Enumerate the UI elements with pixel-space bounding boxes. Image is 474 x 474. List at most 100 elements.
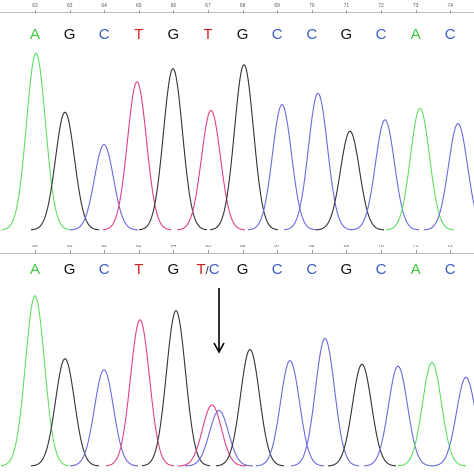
tick-mark [381,250,382,253]
tick-mark [415,10,417,13]
tick-mark [450,250,452,253]
position-label: 64 [170,245,177,249]
position-label: 61 [66,245,73,249]
base-call: G [340,261,353,278]
trace-peak-c [364,365,432,467]
base-call: T [134,261,144,278]
trace-peak-t [102,81,172,231]
tick-mark [381,10,382,13]
position-label: 71 [412,245,419,249]
base-call: C [444,26,456,43]
base-call: G [63,261,76,278]
trace-peak-c [290,337,360,467]
tick-mark [173,10,175,13]
base-call: G [236,261,249,278]
tick-mark [138,10,140,13]
base-call: A [29,26,41,43]
position-label: 62 [32,3,38,9]
base-call: G [167,261,180,278]
trace-peak-a [398,361,466,467]
position-label: 66 [239,245,246,249]
tick-mark [311,250,313,253]
tick-mark [35,10,36,13]
base-call: G [236,26,249,43]
trace-peak-g [138,67,208,231]
base-call: C [98,261,110,278]
position-label: 63 [66,3,73,9]
trace-peak-a [0,295,70,467]
tick-mark [277,10,279,13]
base-call: T/C [196,261,220,278]
base-call: C [306,26,318,43]
trace-peak-g [328,363,396,467]
position-label: 73 [412,3,419,9]
chromatogram-mutant: 60 61 62 63 64 65 66 67 68 69 70 71 72 A G C T G T/C G C C G C… [0,245,474,474]
tick-mark [69,10,71,13]
position-label: 70 [309,3,315,9]
trace-peak-g [30,111,100,231]
base-call: T [134,26,144,43]
position-label: 66 [170,3,177,9]
tick-mark [35,250,36,253]
trace-peak-g [30,358,100,467]
position-label: 65 [136,3,142,9]
tick-mark [311,10,313,13]
trace-peak-c [283,92,353,231]
position-label: 74 [447,3,453,9]
base-call: G [63,26,76,43]
position-label: 64 [101,3,107,9]
tick-mark [69,250,71,253]
trace-plot [1,52,474,231]
trace-peak-t [176,109,246,231]
base-call: A [410,261,421,278]
trace-peak-c [423,122,474,231]
trace-peak-c [70,369,138,467]
base-call: C [271,261,283,278]
tick-mark [208,10,209,13]
trace-peak-g [215,348,285,467]
base-call: C [98,26,110,43]
tick-mark [277,250,279,253]
base-call: A [410,26,421,43]
position-label: 68 [309,245,315,249]
position-label: 67 [274,245,280,249]
trace-peak-g [316,130,384,231]
position-label: 71 [343,3,350,9]
trace-peak-t [105,319,175,467]
position-label: 70 [378,245,384,249]
trace-peak-c [247,103,317,231]
trace-peak-c [185,409,253,467]
trace-peak-t [178,404,246,467]
trace-peak-c [431,376,474,467]
position-label: 72 [447,245,453,249]
base-call: G [340,26,353,43]
position-label: 67 [205,3,211,9]
position-label: 62 [101,245,107,249]
tick-mark [346,10,348,13]
tick-mark [104,250,106,253]
base-call: C [271,26,283,43]
base-call: C [375,261,387,278]
tick-mark [415,250,417,253]
tick-mark [173,250,175,253]
base-call: C [306,261,318,278]
trace-peak-a [1,52,71,231]
position-label: 68 [239,3,246,9]
tick-mark [450,10,452,13]
tick-mark [104,10,106,13]
tick-mark [242,250,244,253]
trace-peak-g [141,309,211,467]
trace-peak-g [209,63,279,231]
position-ruler [0,253,474,254]
position-label: 65 [205,245,211,249]
tick-mark [346,250,348,253]
chromatogram-reference: 62 63 64 65 66 67 68 69 70 71 72 73 74 A G C T G T G C C G C A C [0,3,474,231]
position-label: 60 [32,245,38,249]
tick-mark [242,10,244,13]
trace-peak-c [69,143,139,231]
base-call: T [203,26,213,43]
trace-peak-c [255,359,325,467]
base-call: G [167,26,180,43]
trace-peak-c [350,119,420,231]
mutation-arrow-icon [213,288,225,354]
